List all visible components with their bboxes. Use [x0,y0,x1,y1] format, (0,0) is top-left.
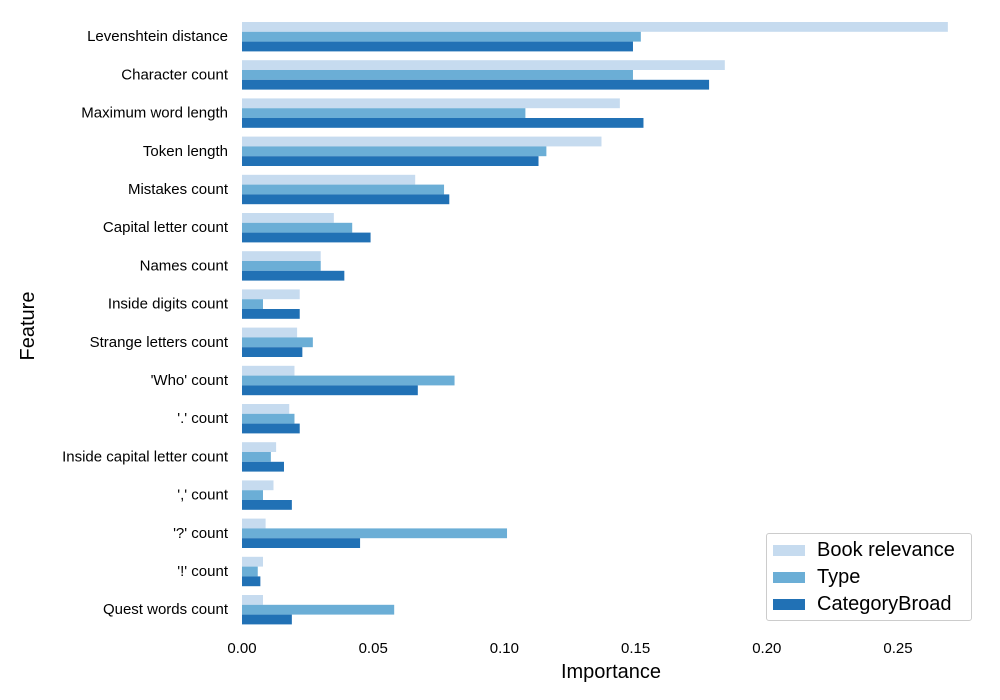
x-tick-label: 0.20 [752,640,781,657]
legend-label: Book relevance [817,539,955,561]
category-labels: Levenshtein distance Character count Maxim… [62,28,229,618]
legend-item: CategoryBroad [773,591,971,618]
bar-type-14 [242,566,258,577]
category-label: Capital letter count [103,219,229,236]
category-label: Mistakes count [128,181,229,198]
bar-book-relevance-4 [242,174,416,185]
legend-swatch [773,572,805,583]
category-label: '.' count [177,410,229,427]
bar-book-relevance-1 [242,60,725,70]
bar-categorybroad-7 [242,309,300,319]
bar-type-9 [242,375,455,386]
category-label: '?' count [173,525,229,542]
legend-item: Book relevance [773,537,971,564]
category-label: Maximum word length [81,105,228,122]
legend: Book relevance Type CategoryBroad [766,533,972,621]
bar-book-relevance-11 [242,442,277,452]
bar-book-relevance-13 [242,518,266,529]
bars-group [242,22,948,625]
category-label: Inside digits count [108,296,229,313]
legend-label: Type [817,566,861,588]
bar-categorybroad-5 [242,232,371,243]
bar-book-relevance-14 [242,556,263,567]
category-label: Inside capital letter count [62,448,229,465]
bar-book-relevance-5 [242,213,334,223]
bar-type-0 [242,31,641,42]
bar-type-11 [242,452,271,462]
legend-label: CategoryBroad [817,593,952,615]
bar-categorybroad-0 [242,41,633,52]
bar-book-relevance-3 [242,136,602,147]
bar-categorybroad-15 [242,614,292,625]
x-tick-label: 0.15 [621,640,650,657]
bar-categorybroad-4 [242,194,450,205]
bar-book-relevance-8 [242,327,298,338]
x-tick-label: 0.00 [227,640,256,657]
bar-categorybroad-3 [242,156,539,166]
category-label: Character count [121,66,229,83]
bar-type-8 [242,337,313,348]
bar-book-relevance-12 [242,480,274,491]
x-tick-label: 0.25 [883,640,912,657]
category-label: Quest words count [103,601,229,618]
x-tick-label: 0.05 [359,640,388,657]
category-label: '!' count [177,563,229,580]
bar-book-relevance-2 [242,98,620,109]
bar-type-3 [242,146,547,157]
bar-type-12 [242,490,263,500]
bar-type-5 [242,222,353,233]
bar-categorybroad-8 [242,347,303,357]
category-label: Levenshtein distance [87,28,228,45]
bar-book-relevance-9 [242,365,295,376]
bar-book-relevance-7 [242,289,300,300]
bar-type-1 [242,70,633,80]
bar-categorybroad-1 [242,79,710,90]
bar-type-2 [242,108,526,118]
category-label: 'Who' count [151,372,229,389]
category-label: Strange letters count [90,334,229,351]
bar-categorybroad-6 [242,270,345,281]
bar-book-relevance-0 [242,22,948,32]
bar-book-relevance-15 [242,595,263,605]
category-label: Token length [143,143,228,160]
x-tick-labels: 0.00 0.05 0.10 0.15 0.20 0.25 [227,640,912,657]
bar-type-6 [242,261,321,271]
bar-categorybroad-12 [242,500,292,510]
category-label: ',' count [177,487,229,504]
bar-categorybroad-9 [242,385,418,396]
bar-type-10 [242,413,295,424]
bar-categorybroad-11 [242,461,284,472]
bar-type-15 [242,604,395,615]
legend-item: Type [773,564,971,591]
x-tick-label: 0.10 [490,640,519,657]
bar-book-relevance-10 [242,404,290,414]
bar-categorybroad-14 [242,576,261,587]
y-axis-title: Feature [17,292,39,361]
legend-swatch [773,599,805,610]
bar-book-relevance-6 [242,251,321,261]
bar-categorybroad-10 [242,423,300,434]
bar-type-13 [242,528,508,539]
bar-type-7 [242,299,263,309]
category-label: Names count [140,257,229,274]
bar-categorybroad-2 [242,118,644,128]
bar-categorybroad-13 [242,538,361,548]
legend-swatch [773,545,805,556]
bar-type-4 [242,184,445,195]
x-axis-title: Importance [561,661,661,683]
